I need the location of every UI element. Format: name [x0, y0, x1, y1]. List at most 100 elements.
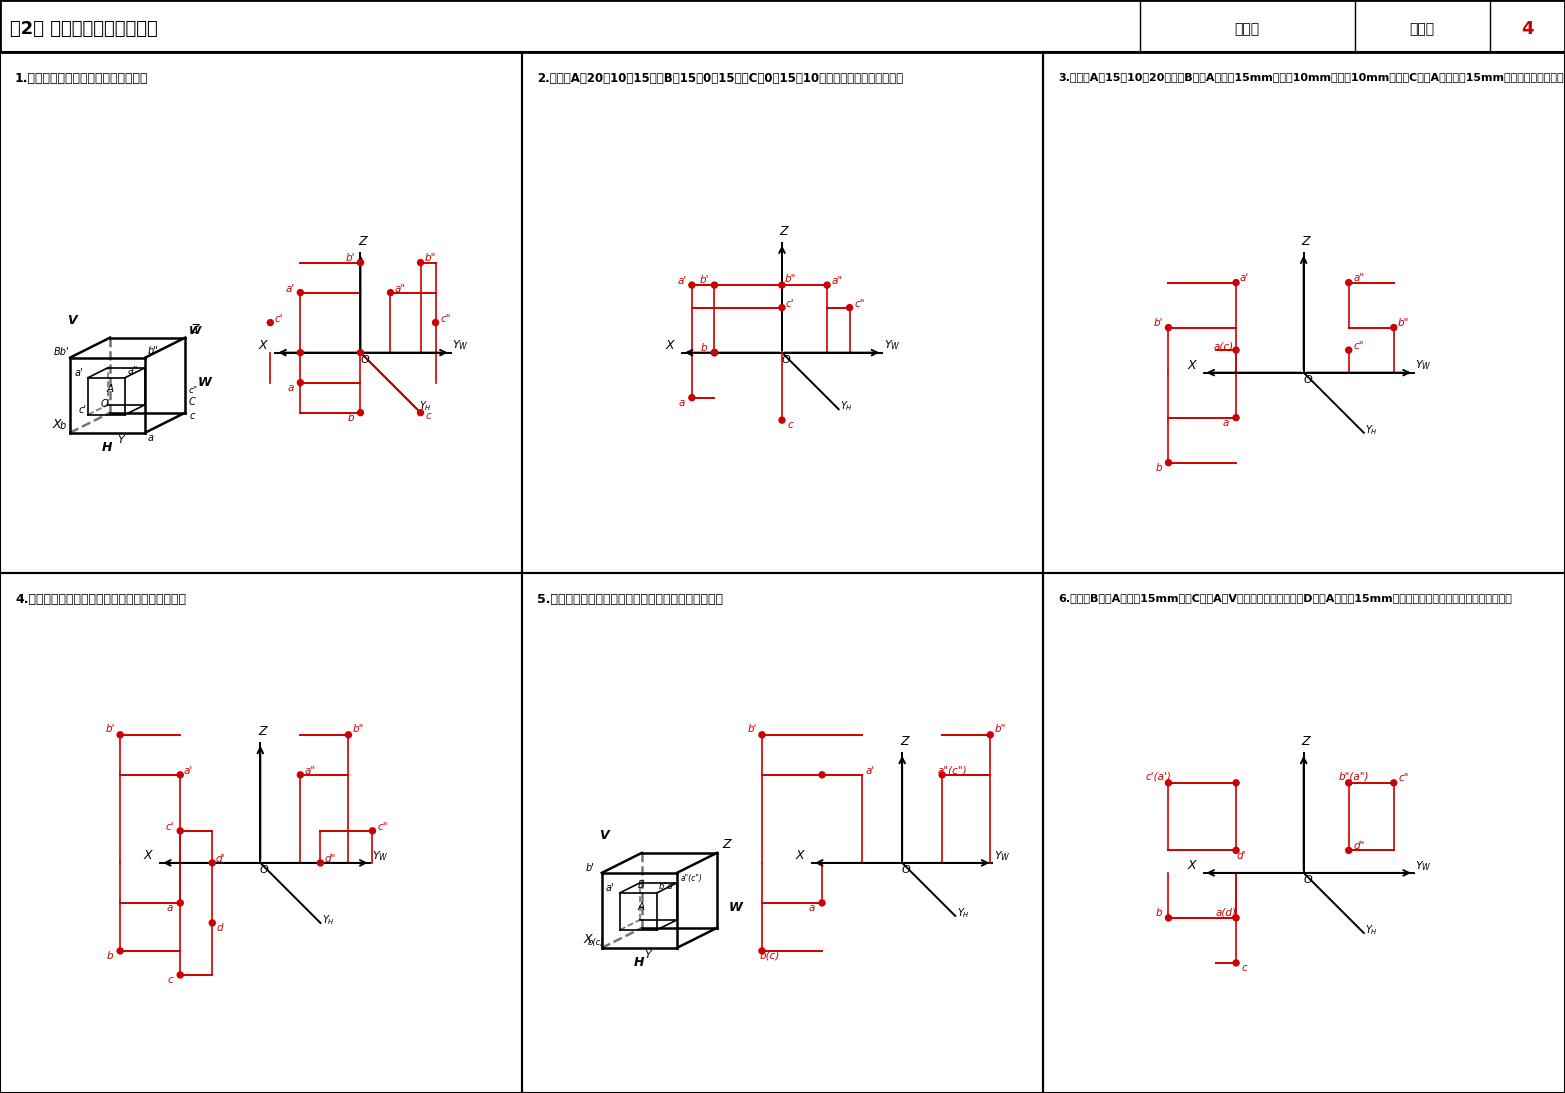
- Circle shape: [297, 379, 304, 386]
- Text: c": c": [188, 386, 197, 395]
- Text: $Y_W$: $Y_W$: [452, 339, 470, 352]
- Text: b': b': [105, 724, 114, 733]
- Text: $Y_W$: $Y_W$: [884, 339, 900, 352]
- Circle shape: [1346, 280, 1352, 285]
- Text: Z: Z: [1302, 235, 1310, 247]
- Text: d": d": [1354, 842, 1365, 851]
- Circle shape: [1346, 348, 1352, 353]
- Text: W: W: [729, 901, 743, 914]
- Text: a": a": [1354, 272, 1365, 283]
- Text: a: a: [147, 433, 153, 443]
- Circle shape: [712, 350, 717, 355]
- Circle shape: [1166, 915, 1172, 921]
- Text: Z: Z: [1302, 734, 1310, 748]
- Circle shape: [825, 282, 829, 289]
- Circle shape: [297, 772, 304, 778]
- Text: c": c": [1399, 773, 1409, 783]
- Circle shape: [1233, 779, 1239, 786]
- Text: c: c: [167, 975, 174, 985]
- Circle shape: [177, 972, 183, 978]
- Text: 姓名：: 姓名：: [1410, 22, 1435, 36]
- Text: X: X: [1188, 359, 1196, 372]
- Text: 班级：: 班级：: [1235, 22, 1260, 36]
- Circle shape: [418, 259, 424, 266]
- Text: a": a": [305, 766, 316, 776]
- Text: 2.已知点A（20，10，15）、B（15，0，15）和C（0，15，10），作出各点的三面投影。: 2.已知点A（20，10，15）、B（15，0，15）和C（0，15，10），作…: [537, 72, 903, 85]
- Circle shape: [1166, 779, 1172, 786]
- Text: a"(c"): a"(c"): [681, 874, 703, 883]
- Text: c': c': [274, 314, 283, 324]
- Text: a': a': [286, 283, 294, 294]
- Text: 1.按照立体图，作出各点的三面投影。: 1.按照立体图，作出各点的三面投影。: [16, 72, 149, 85]
- Text: a': a': [74, 367, 83, 377]
- Text: $Y_W$: $Y_W$: [1415, 359, 1432, 373]
- Text: C: C: [188, 397, 196, 407]
- Text: a": a": [831, 277, 842, 286]
- Circle shape: [117, 948, 124, 954]
- Text: b': b': [700, 275, 709, 285]
- Circle shape: [1391, 325, 1398, 330]
- Circle shape: [712, 282, 717, 289]
- Circle shape: [1233, 414, 1239, 421]
- Circle shape: [369, 827, 376, 834]
- Text: W: W: [197, 376, 211, 389]
- Text: H: H: [102, 440, 113, 454]
- Circle shape: [818, 772, 825, 778]
- Text: X: X: [52, 418, 61, 431]
- Text: a': a': [606, 883, 615, 893]
- Text: 第2章 点、直线、平面的投影: 第2章 点、直线、平面的投影: [9, 20, 158, 38]
- Text: 6.已知点B在点A的左方15mm；点C和点A对V面投影产生重影点；点D在点A正下方15mm。补全各点的三面投影，并表明可见性。: 6.已知点B在点A的左方15mm；点C和点A对V面投影产生重影点；点D在点A正下…: [1058, 592, 1512, 602]
- Circle shape: [818, 900, 825, 906]
- Text: $Y_H$: $Y_H$: [1365, 423, 1379, 436]
- Text: c: c: [426, 411, 432, 421]
- Text: O: O: [260, 865, 269, 874]
- Text: A: A: [106, 384, 113, 393]
- Text: a: a: [809, 903, 815, 913]
- Circle shape: [1346, 847, 1352, 854]
- Circle shape: [689, 395, 695, 401]
- Text: a: a: [288, 383, 294, 392]
- Text: $Y_H$: $Y_H$: [322, 913, 335, 927]
- Circle shape: [779, 418, 786, 423]
- Text: a': a': [183, 766, 192, 776]
- Text: O: O: [1304, 375, 1311, 385]
- Text: b": b": [147, 345, 158, 355]
- Text: 3.已知点A（15，10，20），点B在点A的左方15mm、前方10mm、下方10mm处。点C在点A的正下方15mm处。作出各点的三面投影。: 3.已知点A（15，10，20），点B在点A的左方15mm、前方10mm、下方1…: [1058, 72, 1565, 82]
- Text: a': a': [678, 277, 687, 286]
- Circle shape: [177, 900, 183, 906]
- Text: a: a: [167, 903, 174, 913]
- Text: b: b: [59, 421, 66, 431]
- Text: X: X: [260, 339, 268, 352]
- Text: b(c): b(c): [759, 951, 781, 961]
- Text: Z: Z: [258, 725, 266, 738]
- Text: c: c: [1241, 963, 1247, 973]
- Text: c": c": [854, 298, 865, 308]
- Text: b"d': b"d': [659, 882, 676, 891]
- Text: c': c': [166, 822, 175, 832]
- Circle shape: [1233, 915, 1239, 921]
- Text: b": b": [352, 724, 365, 733]
- Text: V: V: [67, 314, 77, 327]
- Text: b": b": [424, 252, 437, 262]
- Text: O: O: [360, 354, 369, 365]
- Text: b': b': [1153, 318, 1163, 328]
- Circle shape: [779, 305, 786, 310]
- Text: Bb': Bb': [55, 346, 70, 356]
- Circle shape: [1233, 348, 1239, 353]
- Text: O: O: [781, 354, 790, 365]
- Circle shape: [268, 319, 274, 326]
- Text: a(c): a(c): [1214, 341, 1235, 351]
- Text: a': a': [865, 766, 875, 776]
- Text: $Y_W$: $Y_W$: [994, 849, 1011, 862]
- Circle shape: [388, 290, 393, 295]
- Text: b: b: [1155, 462, 1161, 472]
- Text: b: b: [347, 413, 354, 423]
- Text: W: W: [189, 326, 202, 336]
- Text: b': b': [747, 724, 757, 733]
- Circle shape: [847, 305, 853, 310]
- Text: d': d': [1236, 851, 1246, 861]
- Circle shape: [177, 772, 183, 778]
- Text: b': b': [585, 862, 595, 873]
- Text: c': c': [786, 298, 795, 308]
- Text: c": c": [377, 822, 388, 832]
